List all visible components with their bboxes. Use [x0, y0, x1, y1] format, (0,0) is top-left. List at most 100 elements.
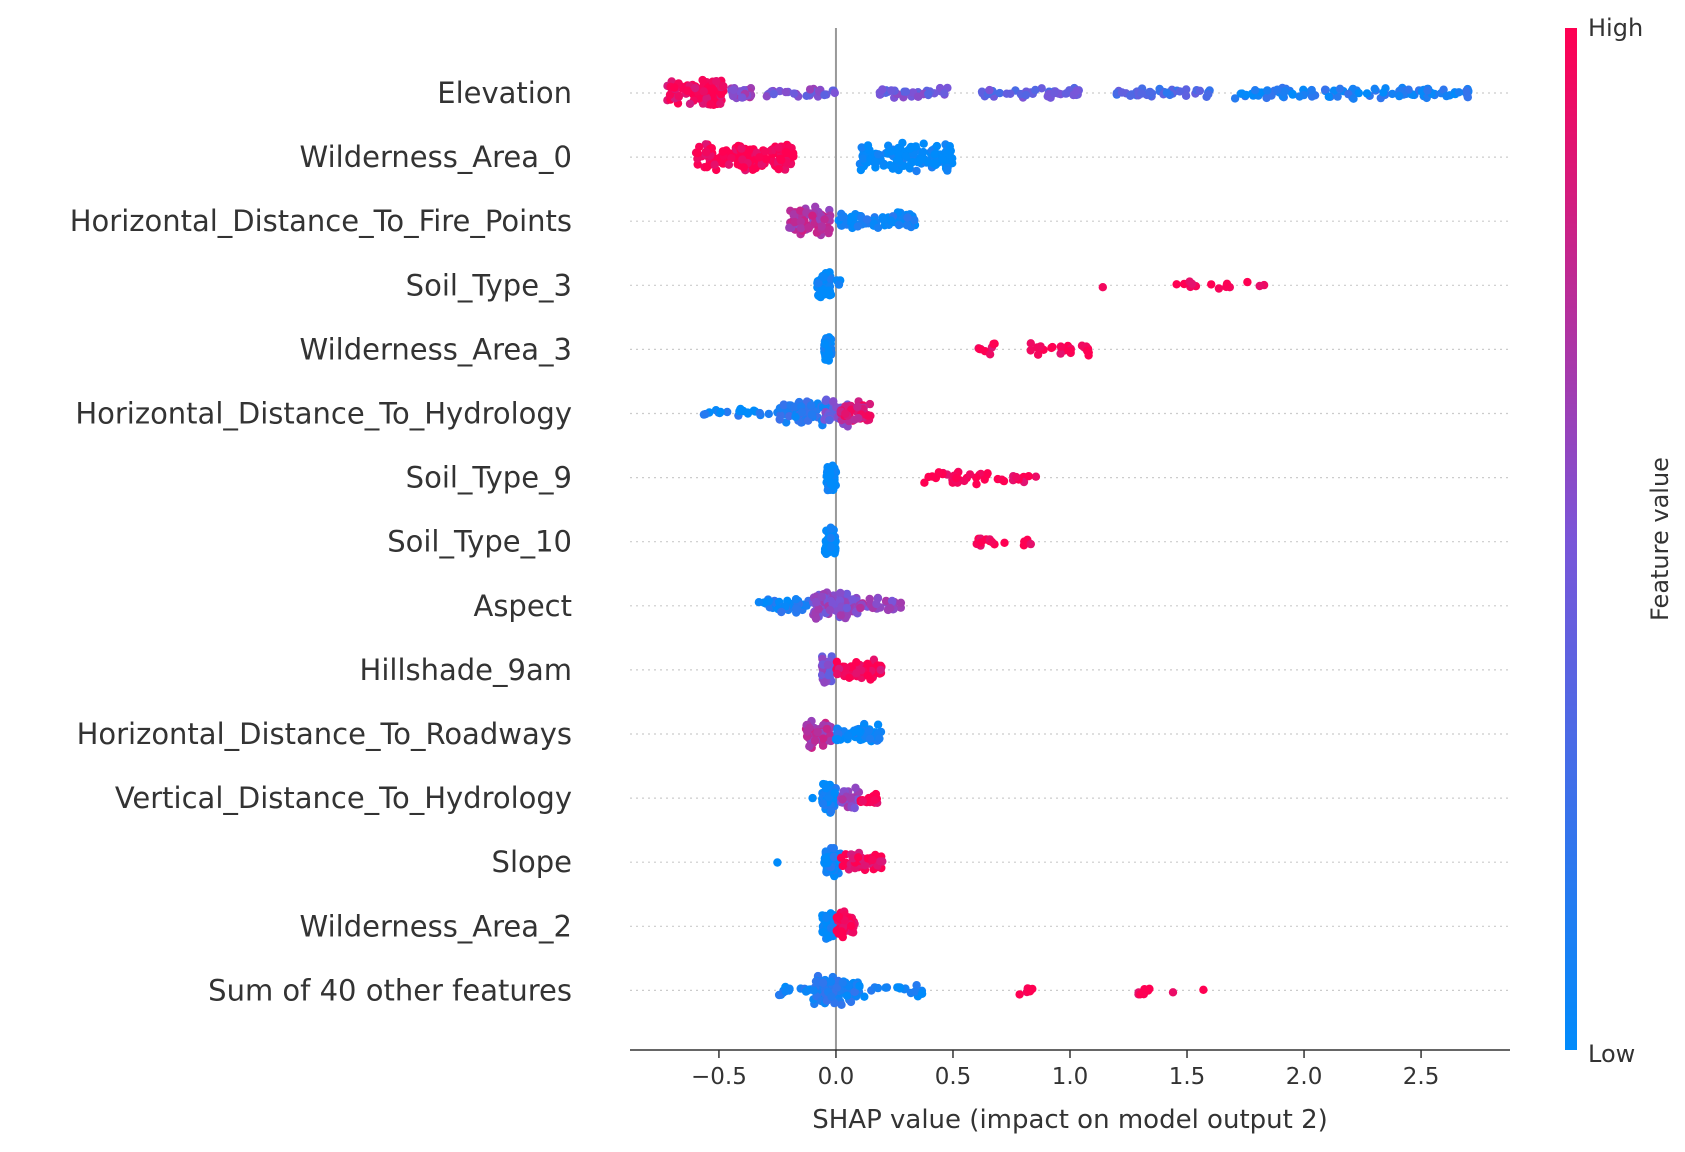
shap-point — [743, 408, 752, 417]
shap-point — [836, 588, 845, 598]
shap-point — [856, 603, 865, 613]
shap-point — [853, 402, 862, 412]
shap-point — [1395, 91, 1404, 101]
shap-point — [843, 731, 853, 740]
shap-points — [663, 75, 1473, 1009]
shap-point — [1204, 90, 1213, 99]
shap-point — [852, 669, 861, 678]
shap-point — [791, 412, 800, 421]
shap-point — [1021, 90, 1031, 100]
shap-point — [1172, 280, 1181, 289]
shap-point — [859, 154, 868, 163]
shap-point — [702, 147, 711, 157]
feature-label: Elevation — [437, 76, 572, 110]
shap-point — [930, 150, 939, 159]
feature-label: Vertical_Distance_To_Hydrology — [115, 781, 572, 815]
shap-point — [924, 472, 933, 482]
shap-point — [895, 984, 905, 993]
shap-point — [796, 224, 806, 233]
shap-point — [920, 478, 929, 487]
shap-point — [838, 861, 847, 871]
shap-point — [1026, 539, 1036, 549]
shap-point — [863, 671, 872, 680]
shap-point — [972, 480, 981, 489]
shap-point — [975, 344, 984, 354]
shap-point — [804, 223, 813, 232]
shap-point — [803, 727, 812, 736]
shap-point — [769, 89, 778, 99]
shap-point — [1295, 92, 1304, 101]
shap-point — [860, 992, 869, 1001]
colorbar-low-label: Low — [1588, 1040, 1635, 1068]
shap-point — [873, 720, 883, 729]
shap-point — [945, 146, 954, 155]
shap-point — [888, 164, 897, 173]
shap-point — [847, 921, 856, 931]
x-tick-label: 0.0 — [818, 1064, 855, 1090]
grid-lines — [630, 92, 1510, 992]
shap-point — [1048, 342, 1057, 352]
shap-point — [985, 85, 994, 95]
shap-point — [817, 222, 826, 231]
shap-point — [821, 854, 830, 863]
shap-point — [999, 476, 1009, 486]
shap-point — [1181, 91, 1191, 101]
shap-point — [1320, 85, 1330, 94]
shap-point — [1281, 86, 1290, 96]
shap-point — [887, 147, 896, 156]
feature-label: Aspect — [473, 589, 572, 623]
shap-point — [938, 154, 947, 164]
shap-point — [896, 598, 906, 607]
shap-point — [823, 660, 833, 669]
shap-point — [1207, 280, 1216, 289]
shap-point — [822, 395, 831, 404]
shap-point — [1230, 94, 1240, 103]
shap-point — [1126, 91, 1135, 101]
shap-point — [829, 844, 838, 853]
shap-point — [1175, 87, 1185, 96]
shap-point — [817, 592, 826, 602]
shap-point — [1168, 988, 1178, 997]
shap-point — [826, 977, 836, 986]
shap-point — [739, 163, 748, 172]
shap-point — [853, 414, 863, 423]
shap-point — [846, 793, 855, 803]
shap-point — [718, 147, 728, 156]
shap-point — [781, 87, 791, 97]
shap-point — [865, 145, 874, 155]
shap-point — [1145, 87, 1155, 97]
shap-point — [774, 990, 784, 1000]
shap-point — [943, 166, 952, 175]
shap-point — [887, 596, 897, 606]
shap-point — [960, 476, 969, 486]
shap-point — [901, 87, 911, 96]
shap-point — [710, 160, 719, 169]
shap-point — [729, 85, 738, 95]
shap-point — [881, 596, 891, 606]
shap-point — [842, 603, 852, 613]
shap-point — [727, 153, 736, 163]
shap-point — [825, 415, 834, 425]
shap-point — [1025, 987, 1035, 996]
shap-point — [1056, 349, 1065, 358]
shap-point — [1015, 990, 1024, 999]
shap-point — [1019, 541, 1029, 550]
shap-point — [1056, 342, 1066, 351]
shap-point — [1117, 88, 1127, 97]
shap-point — [873, 150, 883, 159]
shap-point — [875, 734, 884, 743]
shap-point — [728, 91, 738, 101]
shap-point — [762, 92, 771, 101]
x-tick-label: 0.5 — [935, 1064, 972, 1090]
shap-point — [820, 215, 829, 224]
feature-label: Soil_Type_9 — [406, 461, 572, 495]
shap-point — [830, 88, 839, 98]
feature-label: Horizontal_Distance_To_Roadways — [77, 717, 572, 751]
shap-point — [755, 153, 764, 162]
shap-point — [873, 223, 883, 232]
shap-point — [822, 913, 831, 923]
feature-label: Hillshade_9am — [360, 653, 572, 687]
shap-point — [716, 99, 725, 109]
shap-point — [825, 605, 835, 615]
